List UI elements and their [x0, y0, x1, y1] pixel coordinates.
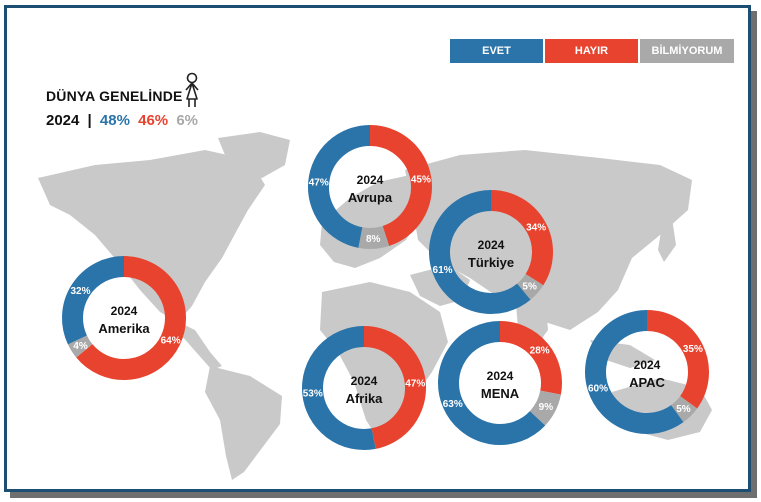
- summary-values: 2024 | 48% 46% 6%: [46, 112, 202, 129]
- donut-afrika: 47% 53% 2024 Afrika: [302, 326, 426, 450]
- donut-segment-hayir: [499, 321, 562, 395]
- data-label-evet: 60%: [588, 383, 608, 394]
- donut-segment-evet: [429, 190, 531, 314]
- donut-year: 2024: [478, 238, 505, 252]
- summary-separator: |: [87, 112, 92, 129]
- donut-segment-bilmiyorum: [516, 273, 544, 300]
- donut-region-name: Amerika: [98, 321, 150, 336]
- donut-region-name: APAC: [629, 375, 665, 390]
- donut-year: 2024: [357, 173, 384, 187]
- global-summary: DÜNYA GENELİNDE 2024 | 48% 46% 6%: [46, 88, 202, 129]
- person-icon: [185, 72, 199, 107]
- donut-türkiye: 34% 5% 61% 2024 Türkiye: [429, 190, 553, 314]
- legend: EVET HAYIR BİLMİYORUM: [450, 39, 734, 63]
- donut-year: 2024: [111, 304, 138, 318]
- donut-segment-evet: [62, 256, 125, 345]
- donut-year: 2024: [634, 358, 661, 372]
- legend-evet: EVET: [450, 39, 543, 63]
- data-label-evet: 47%: [309, 178, 329, 189]
- donut-amerika: 64% 4% 32% 2024 Amerika: [62, 256, 186, 380]
- legend-hayir: HAYIR: [545, 39, 638, 63]
- data-label-bilmiyorum: 5%: [676, 404, 691, 415]
- data-label-bilmiyorum: 4%: [73, 341, 88, 352]
- donut-year: 2024: [487, 369, 514, 383]
- legend-bilmiyorum: BİLMİYORUM: [640, 39, 734, 63]
- donut-segment-bilmiyorum: [529, 390, 561, 426]
- donut-mena: 28% 9% 63% 2024 MENA: [438, 321, 562, 445]
- summary-hayir: 46%: [138, 112, 169, 129]
- data-label-bilmiyorum: 9%: [539, 402, 554, 413]
- donut-region-name: MENA: [481, 386, 520, 401]
- donut-segment-hayir: [76, 256, 186, 380]
- donut-segment-hayir: [490, 190, 553, 286]
- data-label-hayir: 35%: [683, 344, 703, 355]
- donut-segment-hayir: [369, 125, 432, 246]
- donut-region-name: Avrupa: [348, 190, 393, 205]
- data-label-evet: 61%: [433, 265, 453, 276]
- donut-avrupa: 45% 8% 47% 2024 Avrupa: [308, 125, 432, 249]
- data-label-hayir: 47%: [405, 379, 425, 390]
- donut-segment-evet: [585, 310, 684, 434]
- donut-segment-evet: [308, 125, 371, 248]
- donut-segment-bilmiyorum: [67, 335, 93, 358]
- donut-segment-bilmiyorum: [358, 225, 390, 249]
- donut-segment-evet: [438, 321, 546, 445]
- data-label-hayir: 34%: [526, 223, 546, 234]
- donut-segment-hayir: [646, 310, 709, 409]
- data-label-hayir: 64%: [161, 335, 181, 346]
- summary-title: DÜNYA GENELİNDE: [46, 88, 183, 104]
- data-label-evet: 32%: [71, 286, 91, 297]
- data-label-evet: 53%: [303, 388, 323, 399]
- data-label-hayir: 45%: [411, 174, 431, 185]
- donut-apac: 35% 5% 60% 2024 APAC: [585, 310, 709, 434]
- summary-evet: 48%: [99, 112, 130, 129]
- donut-segment-evet: [302, 326, 376, 450]
- data-label-bilmiyorum: 5%: [522, 282, 537, 293]
- summary-bilmiyorum: 6%: [176, 112, 199, 129]
- donut-region-name: Türkiye: [468, 255, 514, 270]
- donut-segment-hayir: [363, 326, 426, 449]
- data-label-bilmiyorum: 8%: [366, 234, 381, 245]
- donut-year: 2024: [351, 374, 378, 388]
- summary-year: 2024: [46, 112, 80, 129]
- donut-segment-bilmiyorum: [670, 395, 698, 423]
- donut-region-name: Afrika: [346, 391, 384, 406]
- data-label-hayir: 28%: [530, 346, 550, 357]
- data-label-evet: 63%: [443, 399, 463, 410]
